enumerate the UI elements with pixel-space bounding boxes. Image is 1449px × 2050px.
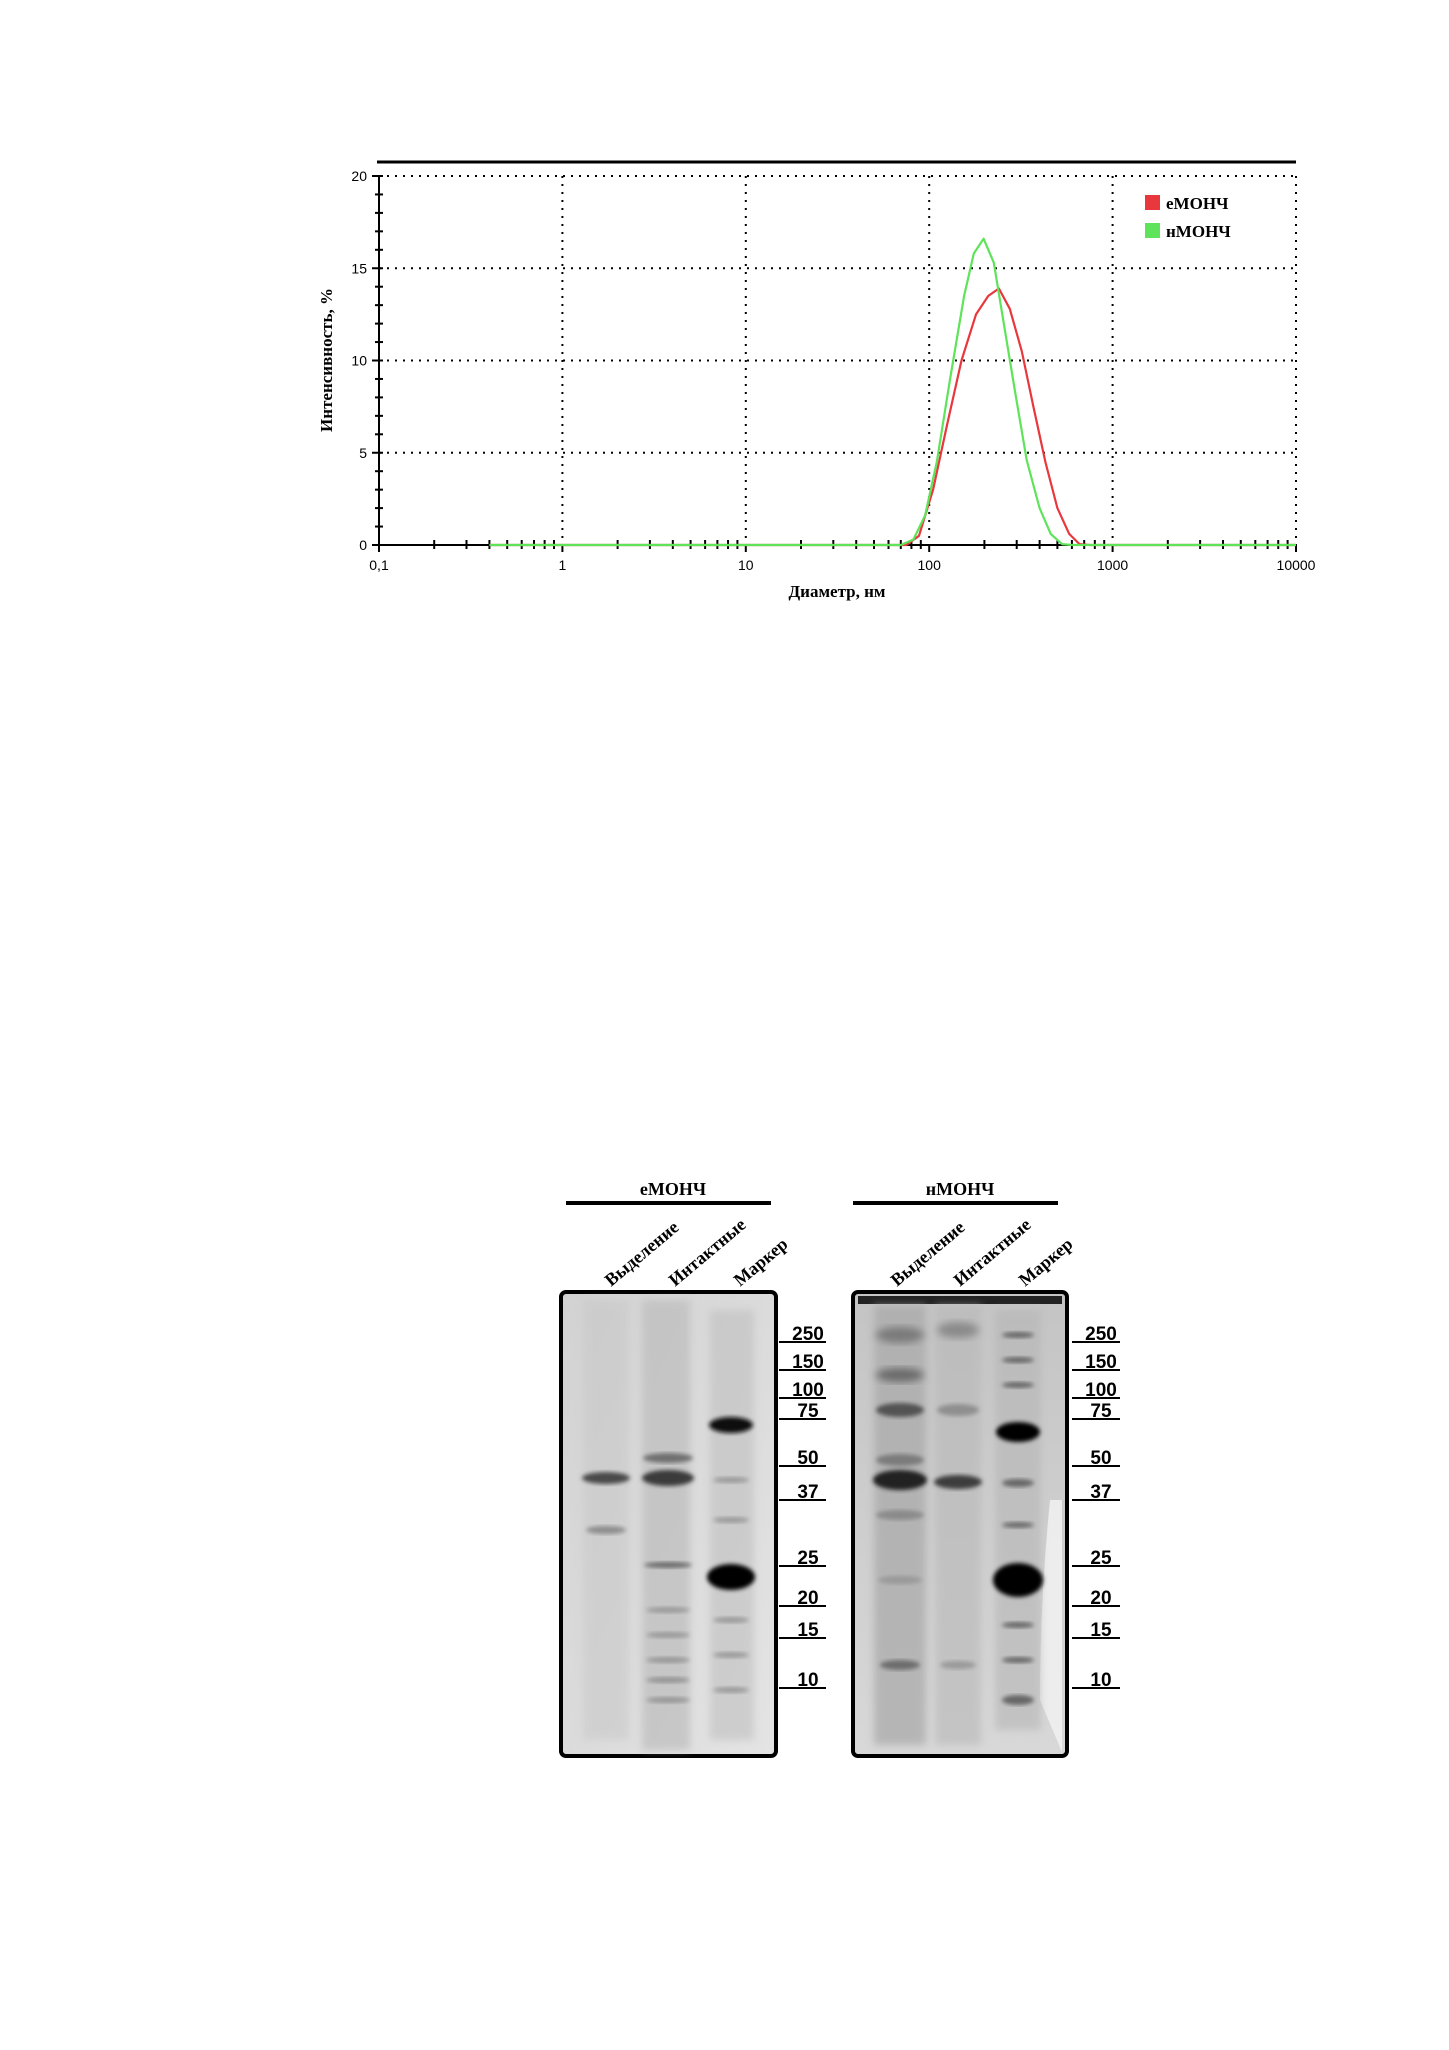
marker-label-15: 15 (797, 1620, 819, 1641)
marker-label-25: 25 (797, 1548, 819, 1569)
series-lines (489, 237, 1296, 547)
gel-bands (858, 1296, 1062, 1745)
marker-label-50: 50 (1090, 1448, 1111, 1469)
y-tick-labels: 0 5 10 15 20 (351, 168, 367, 553)
marker-label-15: 15 (1090, 1620, 1112, 1641)
marker-label-25: 25 (1090, 1548, 1112, 1569)
lane-label-marker: Маркер (1015, 1234, 1077, 1290)
gel-bands (582, 1300, 755, 1750)
grid-lines (379, 175, 1297, 545)
marker-label-37: 37 (1090, 1482, 1111, 1503)
legend-label-nmonch: нМОНЧ (1166, 222, 1231, 241)
legend-swatch-nmonch (1145, 223, 1160, 238)
marker-label-150: 150 (1085, 1352, 1117, 1373)
marker-label-37: 37 (797, 1482, 818, 1503)
marker-label-250: 250 (792, 1324, 824, 1345)
marker-label-75: 75 (1090, 1401, 1112, 1422)
legend-label-emonch: еМОНЧ (1166, 194, 1229, 213)
legend-swatch-emonch (1145, 195, 1160, 210)
series-line-emonch (489, 287, 1296, 547)
lane-label-marker: Маркер (730, 1234, 792, 1290)
y-tick-label: 5 (359, 445, 367, 461)
y-tick-label: 20 (351, 168, 367, 184)
legend: еМОНЧ нМОНЧ (1145, 194, 1231, 241)
series-line-nmonch (489, 237, 1296, 547)
x-tick-label: 100 (918, 557, 942, 573)
marker-label-50: 50 (797, 1448, 818, 1469)
y-tick-label: 10 (351, 353, 367, 369)
marker-label-150: 150 (792, 1352, 824, 1373)
y-axis-title: Интенсивность, % (317, 288, 336, 432)
x-tick-label: 1000 (1097, 557, 1128, 573)
gel-title-nmonch: нМОНЧ (926, 1179, 995, 1199)
marker-label-10: 10 (1090, 1670, 1111, 1691)
marker-label-75: 75 (797, 1401, 819, 1422)
gel-torn-edge (1040, 1500, 1062, 1752)
x-axis-title: Диаметр, нм (788, 582, 885, 601)
y-tick-label: 0 (359, 537, 367, 553)
marker-label-100: 100 (1085, 1380, 1117, 1401)
y-tick-label: 15 (351, 260, 367, 276)
x-tick-label: 10000 (1277, 557, 1316, 573)
x-tick-label: 10 (738, 557, 754, 573)
marker-label-10: 10 (797, 1670, 818, 1691)
marker-label-20: 20 (1090, 1588, 1111, 1609)
gel-title-emonch: еМОНЧ (640, 1179, 706, 1199)
x-tick-label: 1 (559, 557, 567, 573)
marker-label-100: 100 (792, 1380, 824, 1401)
x-tick-labels: 0,1 1 10 100 1000 10000 (369, 557, 1315, 573)
gel-panel-emonch: еМОНЧ Выделение Интактные Маркер (559, 1179, 826, 1758)
marker-label-20: 20 (797, 1588, 818, 1609)
gel-panel-nmonch: нМОНЧ Выделение Интактные Маркер (851, 1179, 1120, 1758)
marker-label-250: 250 (1085, 1324, 1117, 1345)
x-tick-label: 0,1 (369, 557, 389, 573)
